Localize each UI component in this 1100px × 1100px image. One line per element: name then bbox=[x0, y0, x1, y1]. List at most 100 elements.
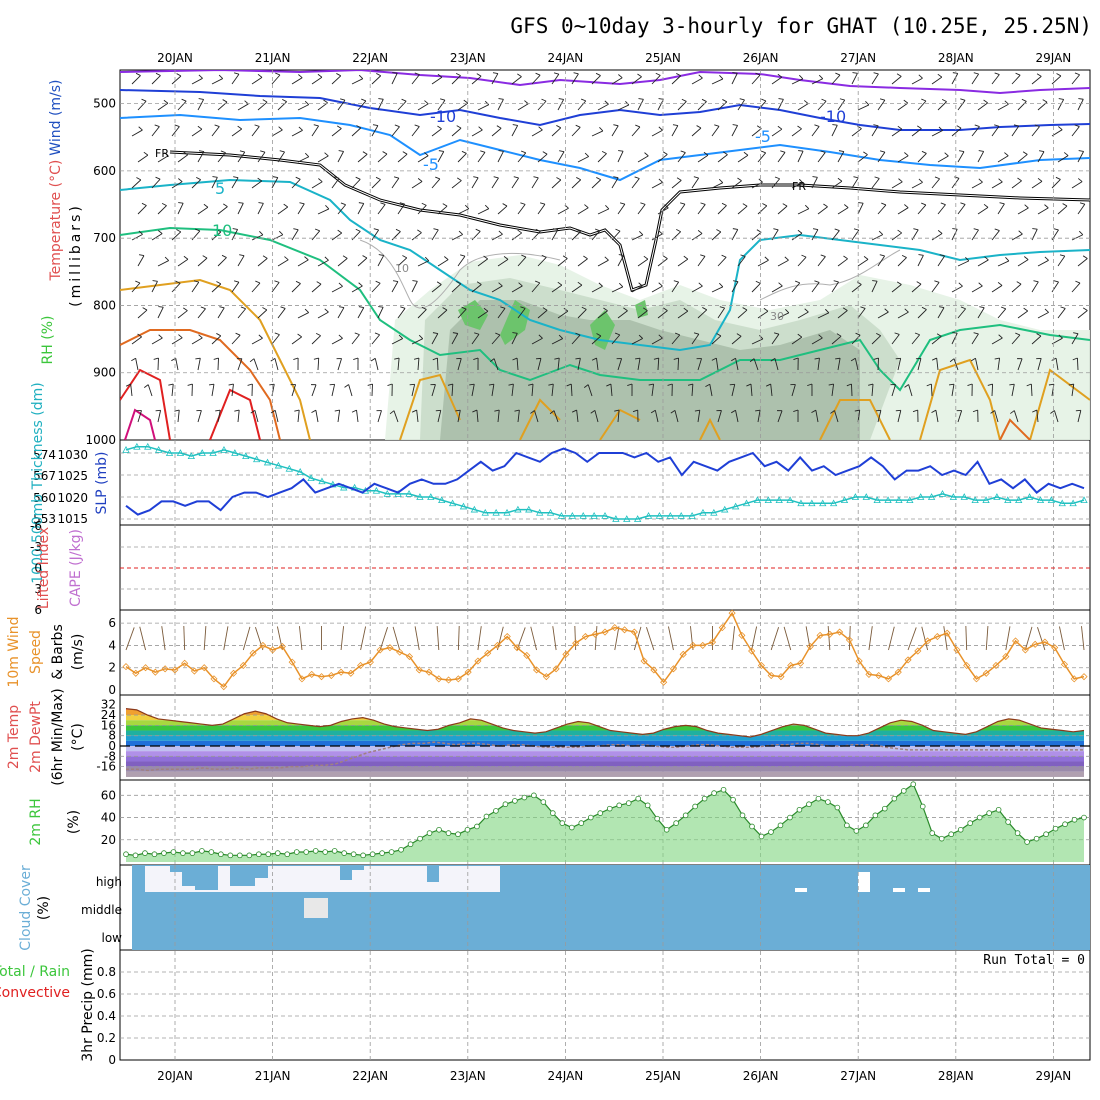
wind-barb bbox=[457, 102, 469, 111]
date-label-top: 20JAN bbox=[157, 51, 193, 65]
wind-barb-flag bbox=[259, 230, 264, 236]
thickness-point bbox=[470, 505, 479, 513]
rh-point bbox=[246, 852, 253, 859]
wind-barb bbox=[431, 229, 439, 241]
wind-barb-flag bbox=[742, 307, 748, 311]
wind-barb bbox=[877, 410, 882, 423]
wind-barb-flag bbox=[155, 409, 161, 412]
surface-wind-barb bbox=[868, 626, 873, 651]
wind-barb-flag bbox=[514, 409, 520, 412]
thickness-point bbox=[187, 452, 195, 460]
wind-barb bbox=[191, 179, 201, 189]
rh-point bbox=[521, 794, 528, 801]
wind-barb-flag bbox=[814, 357, 820, 360]
wind-barb bbox=[517, 410, 520, 423]
surface-wind-barb bbox=[848, 625, 851, 651]
wind-barb bbox=[957, 100, 966, 111]
wind-barb-flag bbox=[338, 282, 343, 287]
wind-barb-flag bbox=[258, 334, 263, 339]
wind-barb-flag bbox=[718, 178, 724, 184]
contour-label-fr1: FR bbox=[155, 147, 169, 160]
wind-barb bbox=[551, 179, 562, 189]
wind-barb-flag bbox=[917, 125, 922, 129]
wind-barb bbox=[617, 310, 628, 319]
rh-point bbox=[663, 826, 670, 833]
wind-barb bbox=[957, 151, 965, 163]
wind-barb bbox=[177, 154, 188, 163]
wind-barb-flag bbox=[1023, 307, 1028, 312]
wind-label-a: 10m Wind bbox=[6, 616, 22, 687]
wind-barb-flag bbox=[414, 72, 420, 76]
wind-barb bbox=[617, 203, 626, 215]
wind-barb-flag bbox=[295, 280, 301, 284]
thickness-point bbox=[623, 515, 631, 522]
wind-barb-flag bbox=[215, 409, 221, 412]
thickness-point bbox=[394, 490, 402, 497]
wind-barb bbox=[177, 202, 184, 215]
wind-barb bbox=[511, 384, 514, 397]
wind-barb-flag bbox=[879, 150, 886, 153]
wind-barb-flag bbox=[604, 256, 609, 261]
y-tick-label: 500 bbox=[93, 97, 116, 111]
wind-barb-flag bbox=[1024, 204, 1029, 209]
wind-barb bbox=[751, 74, 761, 85]
rh-point bbox=[322, 849, 328, 855]
wind-barb bbox=[891, 232, 902, 241]
thickness-point bbox=[949, 493, 958, 500]
surface-wind-barb bbox=[633, 626, 642, 651]
wind-point bbox=[523, 651, 531, 660]
wind-barb-flag bbox=[240, 306, 246, 310]
wind-barb-flag bbox=[812, 176, 818, 178]
wind-barb bbox=[991, 74, 1000, 85]
wind-barb bbox=[777, 99, 784, 111]
wind-barb bbox=[297, 312, 309, 319]
y-tick-label: 16 bbox=[101, 718, 116, 732]
cloud-clear-high-2 bbox=[858, 872, 870, 892]
wind-point bbox=[533, 666, 541, 674]
wind-barb-flag bbox=[417, 178, 423, 182]
wind-barb-flag bbox=[483, 307, 489, 312]
y-tick-label: 0.2 bbox=[97, 1031, 116, 1045]
wind-barb bbox=[831, 230, 840, 241]
wind-barb bbox=[717, 256, 727, 267]
wind-barb bbox=[457, 308, 467, 319]
wind-barb bbox=[331, 337, 343, 345]
date-label-top: 27JAN bbox=[840, 51, 876, 65]
thickness-point bbox=[296, 468, 304, 475]
rh-point bbox=[502, 801, 509, 808]
cloud-axis-label: Cloud Cover bbox=[18, 865, 34, 951]
wind-barb-flag bbox=[895, 357, 901, 360]
wind-barb bbox=[811, 282, 820, 293]
temp-contour-teal bbox=[120, 178, 1090, 352]
wind-barb bbox=[537, 309, 548, 319]
wind-barb bbox=[331, 384, 336, 397]
wind-barb-flag bbox=[498, 150, 504, 152]
wind-barb-flag bbox=[436, 281, 442, 285]
thickness-point bbox=[274, 461, 283, 469]
wind-barb-flag bbox=[455, 409, 461, 412]
rh-point bbox=[1024, 839, 1030, 845]
wind-barb bbox=[476, 410, 479, 423]
wind-barb-flag bbox=[284, 256, 289, 261]
wind-barb bbox=[757, 205, 768, 215]
wind-point bbox=[982, 669, 990, 677]
wind-barb-flag bbox=[934, 176, 940, 180]
wind-barb-flag bbox=[914, 332, 920, 336]
wind-barb-flag bbox=[1034, 124, 1040, 128]
wind-barb bbox=[411, 281, 418, 293]
wind-barb bbox=[671, 125, 679, 137]
wind-barb-flag bbox=[272, 176, 278, 178]
wind-barb bbox=[677, 310, 689, 319]
thickness-point bbox=[340, 483, 348, 491]
wind-barb bbox=[135, 358, 139, 371]
wind-barb-flag bbox=[313, 124, 319, 127]
rh-point bbox=[227, 852, 234, 859]
wind-barb-flag bbox=[798, 74, 804, 80]
wind-point bbox=[308, 670, 316, 678]
y-tick-label: 1030 bbox=[57, 448, 88, 462]
wind-barb-flag bbox=[402, 151, 408, 155]
wind-barb bbox=[791, 182, 804, 189]
wind-barb bbox=[357, 100, 367, 111]
wind-barb-flag bbox=[489, 358, 495, 363]
wind-point bbox=[405, 653, 414, 661]
